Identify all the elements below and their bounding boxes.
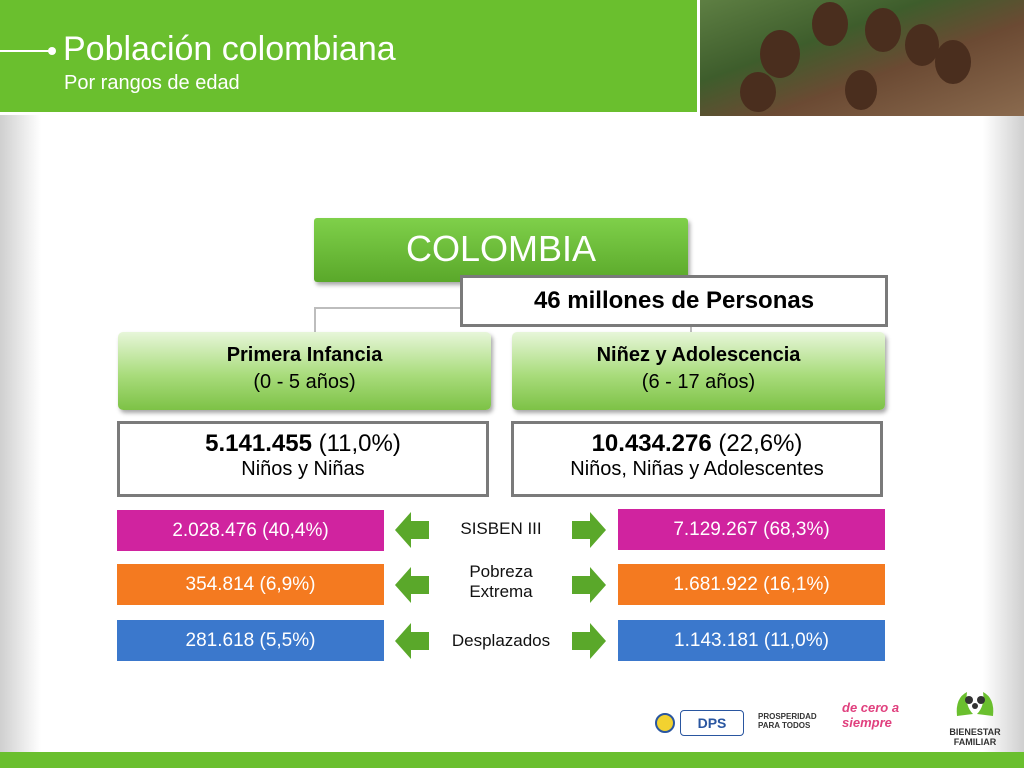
count-percent: (11,0%) (318, 430, 401, 457)
arrow-left-icon (395, 512, 429, 548)
logo-bienestar-text: BIENESTAR FAMILIAR (949, 727, 1001, 747)
count-percent: (22,6%) (718, 430, 803, 457)
arrow-right-icon (572, 623, 606, 659)
page-title: Población colombiana (63, 30, 396, 68)
connector-left (314, 307, 316, 333)
category-title: Niñez y Adolescencia (596, 344, 801, 366)
logo-de-cero-a-siempre: de cero a siempre (842, 700, 920, 730)
count-label: Niños y Niñas (241, 458, 365, 480)
category-range: (6 - 17 años) (641, 371, 756, 393)
stat-sisben-primera-infancia: 2.028.476 (40,4%) (117, 510, 384, 551)
header-line-decoration (0, 50, 52, 52)
logo-dps: DPS (680, 710, 744, 736)
arrow-right-icon (572, 567, 606, 603)
bottom-green-bar (0, 752, 1024, 768)
stat-desplazados-primera-infancia: 281.618 (5,5%) (117, 620, 384, 661)
logo-prosperidad-text: PROSPERIDAD PARA TODOS (758, 712, 817, 730)
category-ninez-adolescencia: Niñez y Adolescencia (6 - 17 años) (512, 332, 885, 410)
root-node: COLOMBIA (314, 218, 688, 282)
count-value: 5.141.455 (205, 430, 312, 457)
row-label-sisben: SISBEN III (460, 519, 542, 538)
category-title: Primera Infancia (226, 344, 383, 366)
arrow-left-icon (395, 567, 429, 603)
count-box-primera-infancia: 5.141.455 (11,0%) Niños y Niñas (117, 421, 489, 497)
header-banner: Población colombiana Por rangos de edad (0, 0, 697, 112)
logo-decero-text: de cero a siempre (842, 700, 900, 730)
logo-colombia-shield (655, 712, 675, 739)
logo-bienestar-familiar: BIENESTAR FAMILIAR (946, 686, 1004, 747)
count-label: Niños, Niñas y Adolescentes (570, 458, 824, 480)
total-population-box: 46 millones de Personas (460, 275, 888, 327)
bienestar-hands-icon (956, 692, 994, 716)
arrow-left-icon (395, 623, 429, 659)
row-label-pobreza: Pobreza Extrema (469, 562, 533, 601)
children-photo (700, 0, 1024, 116)
stat-sisben-ninez: 7.129.267 (68,3%) (618, 509, 885, 550)
count-box-ninez-adolescencia: 10.434.276 (22,6%) Niños, Niñas y Adoles… (511, 421, 883, 497)
stat-pobreza-primera-infancia: 354.814 (6,9%) (117, 564, 384, 605)
stat-desplazados-ninez: 1.143.181 (11,0%) (618, 620, 885, 661)
count-value: 10.434.276 (591, 430, 712, 457)
logo-dps-text: DPS (697, 715, 727, 731)
stat-pobreza-ninez: 1.681.922 (16,1%) (618, 564, 885, 605)
header-dot-decoration (48, 47, 56, 55)
logo-prosperidad: PROSPERIDAD PARA TODOS (758, 712, 817, 730)
arrow-right-icon (572, 512, 606, 548)
category-primera-infancia: Primera Infancia (0 - 5 años) (118, 332, 491, 410)
page-subtitle: Por rangos de edad (64, 72, 240, 94)
category-range: (0 - 5 años) (253, 371, 356, 393)
row-label-desplazados: Desplazados (451, 631, 551, 650)
